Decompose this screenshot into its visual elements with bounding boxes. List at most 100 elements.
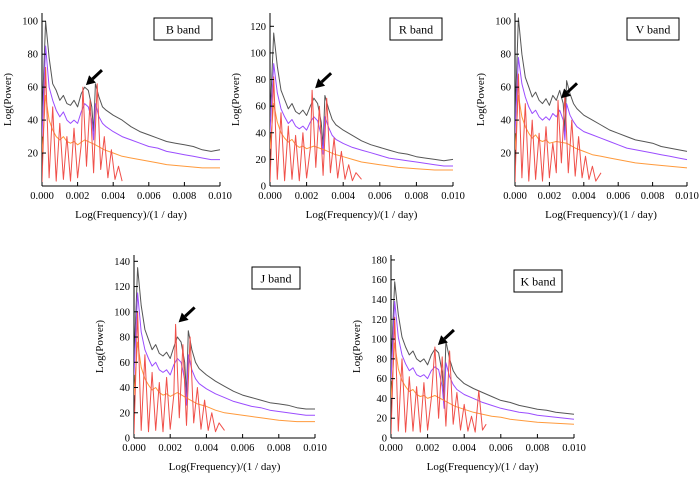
y-tick-label: 20	[501, 149, 512, 160]
series-line-purple	[270, 63, 453, 167]
x-tick-label: 0.006	[137, 191, 161, 202]
x-tick-label: 0.010	[208, 191, 232, 202]
y-tick-label: 60	[28, 83, 39, 94]
y-tick-label: 140	[114, 257, 130, 268]
band-label-box	[389, 17, 443, 41]
y-tick-label: 60	[501, 83, 512, 94]
y-tick-label: 80	[501, 50, 512, 61]
x-axis-label: Log(Frequency)/(1 / day)	[306, 209, 418, 221]
band-label: K band	[521, 275, 556, 289]
x-tick-label: 0.008	[526, 443, 550, 454]
y-tick-label: 20	[28, 149, 39, 160]
x-tick-label: 0.002	[295, 191, 319, 202]
b-band-chart: 0.000 0.002 0.004 0.006 0.008 0.010 20 40 60 80 10…	[2, 13, 232, 221]
x-axis-label: Log(Frequency)/(1 / day)	[427, 461, 539, 473]
y-tick-label: 180	[371, 255, 387, 266]
x-tick-label: 0.008	[173, 191, 197, 202]
series-line-red	[42, 66, 123, 183]
peak-arrow-icon	[437, 328, 455, 345]
series-line-purple	[134, 292, 315, 416]
series-line-orange	[391, 342, 575, 425]
series-line-gray	[134, 267, 315, 410]
x-tick-label: 0.010	[441, 191, 465, 202]
x-tick-label: 0.004	[195, 443, 219, 454]
x-tick-label: 0.006	[489, 443, 513, 454]
series-line-orange	[270, 103, 453, 171]
series-line-red	[515, 73, 602, 183]
band-label: J band	[261, 272, 292, 286]
series-line-gray	[515, 17, 688, 152]
band-label: R band	[399, 23, 433, 37]
y-tick-label: 40	[28, 116, 39, 127]
y-tick-label: 100	[22, 17, 38, 28]
x-tick-label: 0.002	[538, 191, 562, 202]
y-tick-label: 60	[377, 374, 388, 385]
y-axis-label: Log(Power)	[230, 73, 242, 126]
y-tick-label: 120	[114, 282, 130, 293]
series-line-orange	[515, 94, 688, 169]
x-tick-label: 0.002	[66, 191, 90, 202]
y-axis-label: Log(Power)	[94, 320, 106, 373]
band-label-box	[626, 17, 680, 41]
x-tick-label: 0.010	[303, 443, 327, 454]
series-line-purple	[42, 45, 220, 161]
series-line-orange	[42, 94, 220, 169]
peak-arrow-icon	[85, 69, 103, 86]
series-line-gray	[391, 281, 575, 415]
band-label: B band	[166, 23, 200, 37]
x-tick-label: 0.008	[267, 443, 291, 454]
y-tick-label: 100	[114, 307, 130, 318]
y-tick-label: 20	[256, 155, 267, 166]
y-tick-label: 100	[250, 48, 266, 59]
series-line-orange	[134, 341, 315, 423]
y-tick-label: 120	[250, 22, 266, 33]
x-tick-label: 0.010	[675, 191, 699, 202]
band-label-box	[513, 269, 563, 293]
x-axis-label: Log(Frequency)/(1 / day)	[75, 209, 187, 221]
series-line-gray	[42, 20, 221, 152]
band-label-box	[153, 17, 213, 41]
x-tick-label: 0.006	[231, 443, 255, 454]
y-tick-label: 0	[382, 434, 387, 445]
x-tick-label: 0.004	[572, 191, 596, 202]
v-band-chart: 0.000 0.002 0.004 0.006 0.008 0.010 20 40 60 80 10…	[475, 13, 699, 221]
y-tick-label: 60	[256, 102, 267, 113]
x-tick-label: 0.006	[368, 191, 392, 202]
y-axis-label: Log(Power)	[475, 73, 487, 126]
r-band-chart: 0.000 0.002 0.004 0.006 0.008 0.010 0 20 40 60 80 1…	[230, 13, 465, 221]
y-tick-label: 0	[125, 434, 130, 445]
x-axis-label: Log(Frequency)/(1 / day)	[545, 209, 657, 221]
series-line-red	[391, 316, 487, 435]
x-tick-label: 0.006	[606, 191, 630, 202]
series-line-gray	[270, 32, 454, 162]
x-tick-label: 0.008	[641, 191, 665, 202]
band-label: V band	[636, 23, 671, 37]
y-tick-label: 40	[501, 116, 512, 127]
series-line-purple	[391, 301, 575, 420]
peak-arrow-icon	[315, 72, 333, 89]
y-tick-label: 80	[120, 333, 131, 344]
x-tick-label: 0.004	[331, 191, 355, 202]
band-label-box	[251, 266, 301, 290]
y-tick-label: 100	[495, 17, 511, 28]
series-line-red	[134, 311, 225, 435]
x-tick-label: 0.000	[122, 443, 146, 454]
y-tick-label: 40	[256, 128, 267, 139]
x-tick-label: 0.004	[101, 191, 125, 202]
x-tick-label: 0.000	[379, 443, 403, 454]
x-tick-label: 0.000	[258, 191, 282, 202]
y-axis-label: Log(Power)	[351, 320, 363, 373]
x-tick-label: 0.002	[416, 443, 440, 454]
peak-arrow-icon	[178, 306, 196, 323]
y-tick-label: 160	[371, 275, 387, 286]
k-band-chart: 0.000 0.002 0.004 0.006 0.008 0.010 0 20 40 60 80 1…	[351, 255, 586, 473]
y-tick-label: 20	[120, 408, 131, 419]
y-tick-label: 20	[377, 414, 388, 425]
y-tick-label: 100	[371, 335, 387, 346]
j-band-chart: 0.000 0.002 0.004 0.006 0.008 0.010 0 20 40 60 80 1…	[94, 255, 327, 473]
x-axis-label: Log(Frequency)/(1 / day)	[169, 461, 281, 473]
y-tick-label: 80	[256, 75, 267, 86]
x-tick-label: 0.010	[562, 443, 586, 454]
y-tick-label: 40	[120, 383, 131, 394]
